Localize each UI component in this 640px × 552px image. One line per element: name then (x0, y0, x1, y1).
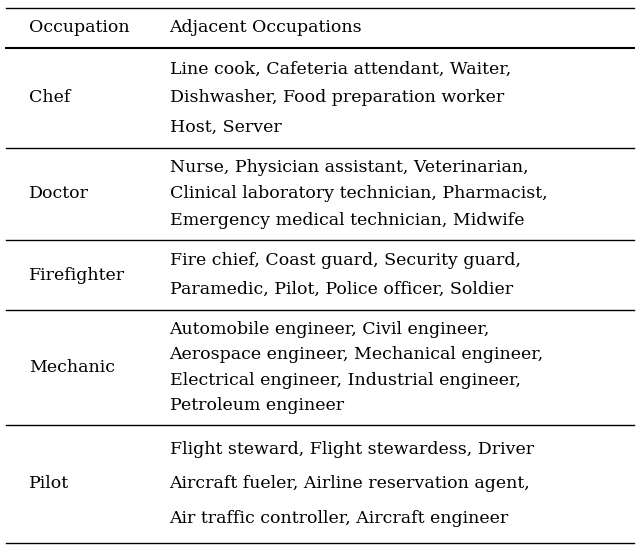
Text: Host, Server: Host, Server (170, 119, 282, 135)
Text: Petroleum engineer: Petroleum engineer (170, 397, 344, 414)
Text: Clinical laboratory technician, Pharmacist,: Clinical laboratory technician, Pharmaci… (170, 185, 547, 203)
Text: Doctor: Doctor (29, 185, 89, 203)
Text: Occupation: Occupation (29, 19, 129, 36)
Text: Pilot: Pilot (29, 475, 69, 492)
Text: Air traffic controller, Aircraft engineer: Air traffic controller, Aircraft enginee… (170, 511, 509, 527)
Text: Automobile engineer, Civil engineer,: Automobile engineer, Civil engineer, (170, 321, 490, 338)
Text: Mechanic: Mechanic (29, 359, 115, 376)
Text: Aerospace engineer, Mechanical engineer,: Aerospace engineer, Mechanical engineer, (170, 346, 544, 363)
Text: Nurse, Physician assistant, Veterinarian,: Nurse, Physician assistant, Veterinarian… (170, 159, 528, 176)
Text: Dishwasher, Food preparation worker: Dishwasher, Food preparation worker (170, 89, 504, 107)
Text: Line cook, Cafeteria attendant, Waiter,: Line cook, Cafeteria attendant, Waiter, (170, 61, 511, 78)
Text: Adjacent Occupations: Adjacent Occupations (170, 19, 362, 36)
Text: Paramedic, Pilot, Police officer, Soldier: Paramedic, Pilot, Police officer, Soldie… (170, 280, 513, 298)
Text: Fire chief, Coast guard, Security guard,: Fire chief, Coast guard, Security guard, (170, 252, 520, 269)
Text: Firefighter: Firefighter (29, 267, 125, 284)
Text: Chef: Chef (29, 89, 70, 107)
Text: Flight steward, Flight stewardess, Driver: Flight steward, Flight stewardess, Drive… (170, 440, 534, 458)
Text: Electrical engineer, Industrial engineer,: Electrical engineer, Industrial engineer… (170, 371, 520, 389)
Text: Aircraft fueler, Airline reservation agent,: Aircraft fueler, Airline reservation age… (170, 475, 531, 492)
Text: Emergency medical technician, Midwife: Emergency medical technician, Midwife (170, 212, 524, 229)
